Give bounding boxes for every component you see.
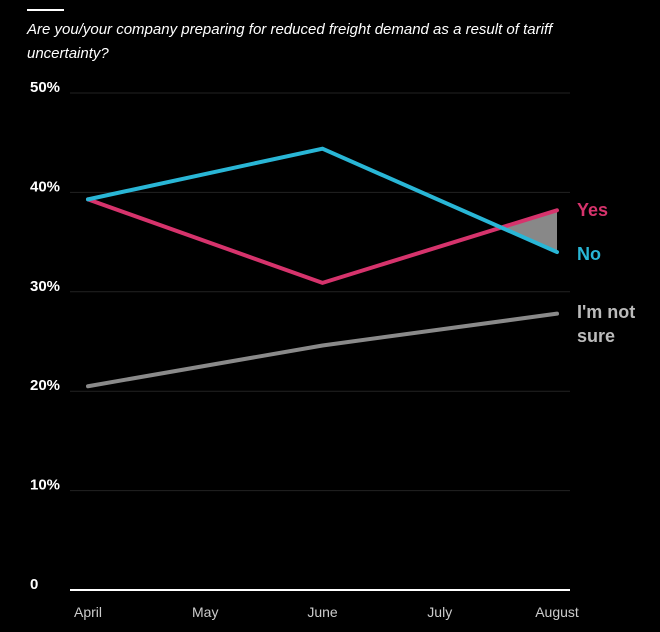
x-tick-label: April [74,604,102,620]
series-label: No [577,244,601,264]
series-line-no [86,146,559,255]
series-line-i-m-not-sure [86,311,559,389]
y-tick-label: 0 [30,576,38,593]
x-tick-label: July [427,604,452,620]
y-tick-label: 20% [30,377,60,394]
y-tick-label: 40% [30,178,60,195]
title-rule [27,9,64,11]
y-tick-label: 50% [30,79,60,96]
x-tick-label: June [307,604,338,620]
chart-title: Are you/your company preparing for reduc… [27,21,553,62]
series-label: Yes [577,200,608,220]
y-tick-label: 30% [30,278,60,295]
x-tick-label: May [192,604,218,620]
series-label: sure [577,326,615,346]
x-tick-label: August [535,604,579,620]
series-line-yes [86,197,559,285]
series-label: I'm not [577,302,635,322]
gap-shading [501,210,557,253]
y-tick-label: 10% [30,477,60,494]
